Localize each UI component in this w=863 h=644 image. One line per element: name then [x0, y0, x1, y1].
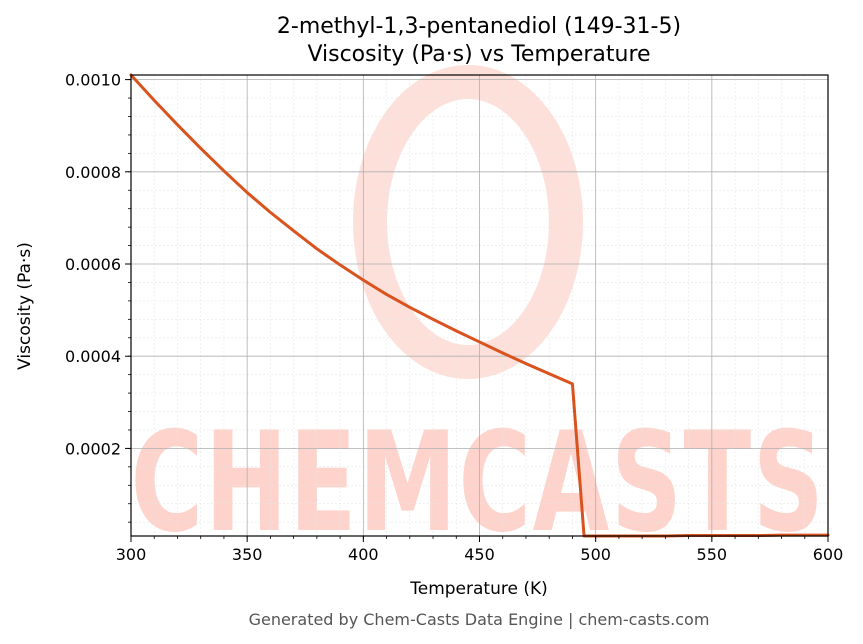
x-axis-label: Temperature (K): [409, 579, 548, 599]
x-tick-labels: 300 350 400 450 500 550 600: [116, 545, 844, 564]
chart-subtitle: Viscosity (Pa·s) vs Temperature: [307, 42, 650, 67]
x-tick-label: 600: [813, 545, 844, 564]
x-tick-label: 300: [116, 545, 147, 564]
x-tick-label: 350: [232, 545, 263, 564]
y-tick-labels: 0.0002 0.0004 0.0006 0.0008 0.0010: [65, 71, 121, 459]
watermark-logo: [353, 65, 583, 379]
y-tick-label: 0.0006: [65, 255, 121, 274]
y-tick-label: 0.0002: [65, 439, 121, 458]
x-tick-label: 500: [580, 545, 611, 564]
y-axis-label: Viscosity (Pa·s): [15, 242, 35, 370]
x-tick-label: 450: [464, 545, 495, 564]
x-tick-label: 400: [348, 545, 379, 564]
x-tick-label: 550: [697, 545, 728, 564]
ticks-layer: [125, 79, 829, 542]
watermark: CHEMCASTS: [131, 65, 826, 563]
footer-credit: Generated by Chem-Casts Data Engine | ch…: [249, 610, 710, 629]
y-tick-label: 0.0008: [65, 163, 121, 182]
chart-title: 2-methyl-1,3-pentanediol (149-31-5): [277, 14, 681, 39]
y-tick-label: 0.0004: [65, 347, 121, 366]
watermark-text: CHEMCASTS: [131, 402, 826, 563]
y-tick-label: 0.0010: [65, 71, 121, 90]
